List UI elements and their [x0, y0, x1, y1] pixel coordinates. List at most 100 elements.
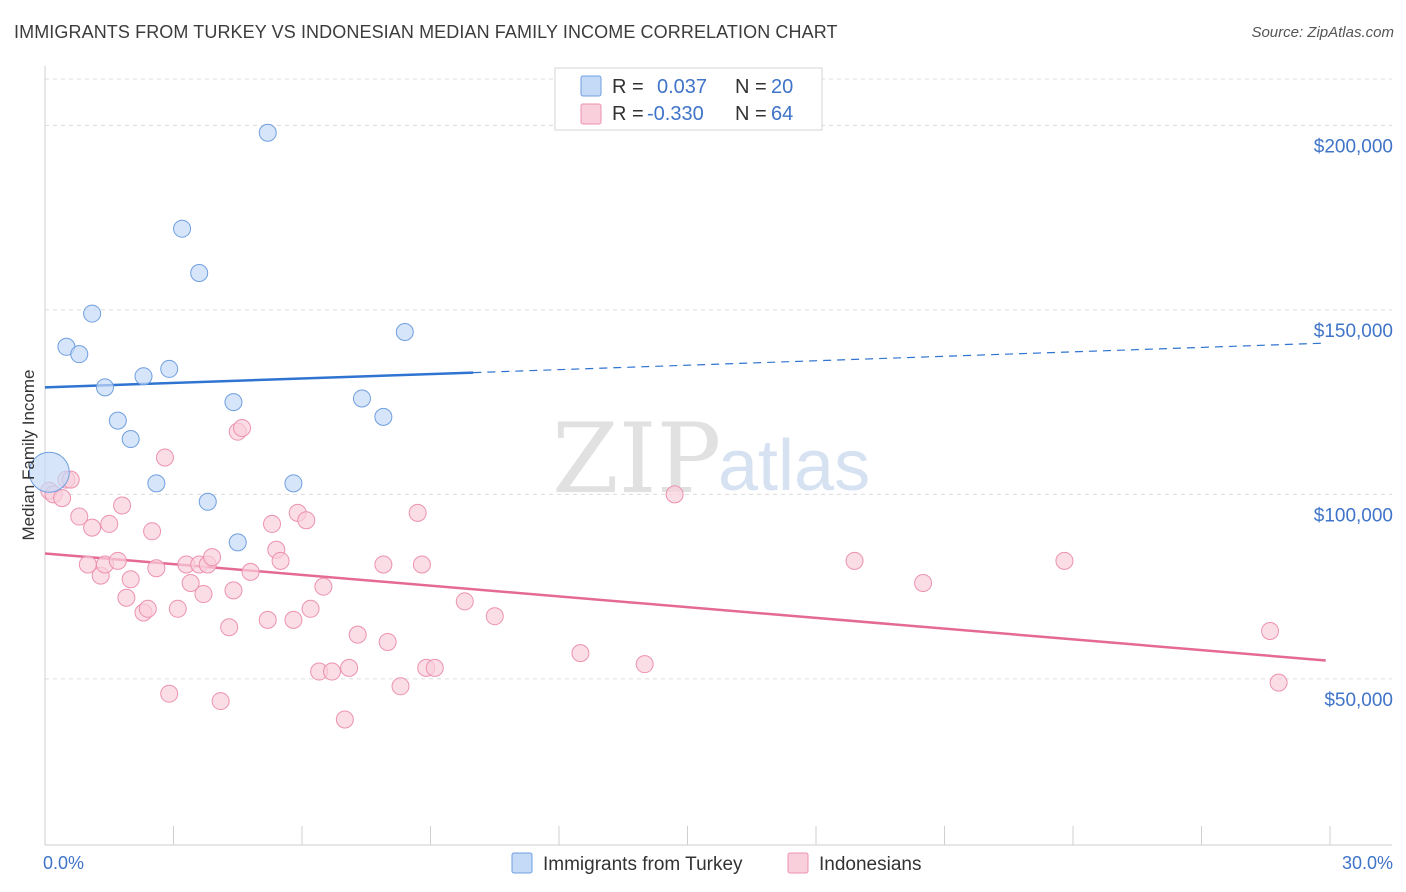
- legend-swatch-blue: [580, 75, 602, 97]
- legend-r-value-2: -0.330: [647, 103, 704, 125]
- data-point-indonesians: [108, 551, 127, 570]
- data-point-turkey: [28, 451, 70, 493]
- data-point-turkey: [121, 430, 140, 449]
- source-label: Source: ZipAtlas.com: [1251, 24, 1394, 41]
- data-point-indonesians: [263, 514, 282, 533]
- data-point-turkey: [147, 474, 166, 493]
- data-point-indonesians: [635, 655, 654, 674]
- data-point-indonesians: [271, 551, 290, 570]
- x-tick-label-min: 0.0%: [43, 853, 84, 873]
- legend-n-value-1: 20: [771, 76, 793, 98]
- legend-n-label-1: N =: [735, 76, 767, 98]
- data-point-turkey: [374, 407, 393, 426]
- data-point-indonesians: [348, 625, 367, 644]
- data-point-indonesians: [100, 514, 119, 533]
- data-point-turkey: [173, 219, 192, 238]
- data-point-indonesians: [455, 592, 474, 611]
- data-point-indonesians: [53, 489, 72, 508]
- data-point-turkey: [284, 474, 303, 493]
- data-point-indonesians: [297, 511, 316, 530]
- trendline-turkey-solid: [44, 371, 474, 389]
- data-point-turkey: [108, 411, 127, 430]
- data-point-indonesians: [211, 692, 230, 711]
- y-tick-label: $150,000: [1314, 321, 1393, 342]
- watermark: ZIP atlas: [552, 403, 870, 515]
- data-point-indonesians: [340, 658, 359, 677]
- data-point-turkey: [160, 359, 179, 378]
- data-point-turkey: [258, 123, 277, 142]
- data-point-turkey: [134, 367, 153, 386]
- data-point-indonesians: [314, 577, 333, 596]
- data-point-turkey: [395, 323, 414, 342]
- data-point-indonesians: [121, 570, 140, 589]
- data-point-turkey: [190, 263, 209, 282]
- y-tick-label: $200,000: [1314, 136, 1393, 157]
- data-point-indonesians: [241, 562, 260, 581]
- data-point-indonesians: [1261, 621, 1280, 640]
- y-tick-label: $50,000: [1324, 690, 1393, 711]
- data-point-turkey: [352, 389, 371, 408]
- data-point-turkey: [224, 393, 243, 412]
- bottom-legend-swatch-pink: [787, 852, 809, 874]
- data-point-indonesians: [168, 599, 187, 618]
- bottom-legend-label-indonesians: Indonesians: [819, 854, 921, 875]
- data-point-indonesians: [117, 588, 136, 607]
- bottom-legend-label-turkey: Immigrants from Turkey: [543, 854, 743, 875]
- watermark-atlas: atlas: [718, 426, 870, 506]
- data-point-indonesians: [258, 610, 277, 629]
- data-point-indonesians: [845, 551, 864, 570]
- legend-n-label-2: N =: [735, 103, 767, 125]
- data-point-indonesians: [301, 599, 320, 618]
- legend-r-label-1: R =: [612, 76, 644, 98]
- data-point-indonesians: [203, 548, 222, 567]
- data-point-indonesians: [378, 633, 397, 652]
- data-point-indonesians: [147, 559, 166, 578]
- data-point-indonesians: [412, 555, 431, 574]
- data-point-indonesians: [194, 585, 213, 604]
- data-point-indonesians: [485, 607, 504, 626]
- y-tick-labels: $200,000 $150,000 $100,000 $50,000: [1314, 136, 1393, 711]
- legend-n-value-2: 64: [771, 103, 793, 125]
- data-point-indonesians: [155, 448, 174, 467]
- data-point-indonesians: [322, 662, 341, 681]
- bottom-legend-swatch-blue: [511, 852, 533, 874]
- data-point-indonesians: [425, 658, 444, 677]
- data-point-indonesians: [113, 496, 132, 515]
- data-point-indonesians: [70, 507, 89, 526]
- trendline-turkey-dashed: [473, 342, 1326, 374]
- x-tick-labels: 0.0% 30.0%: [43, 853, 1393, 873]
- data-point-indonesians: [143, 522, 162, 541]
- legend-swatch-pink: [580, 103, 602, 125]
- data-point-indonesians: [1269, 673, 1288, 692]
- data-point-indonesians: [181, 573, 200, 592]
- data-point-indonesians: [665, 485, 684, 504]
- y-tick-label: $100,000: [1314, 505, 1393, 526]
- data-point-indonesians: [160, 684, 179, 703]
- grid-lines: [45, 78, 1392, 680]
- trendline-indonesians: [44, 552, 1326, 662]
- legend-r-value-1: 0.037: [657, 76, 707, 98]
- data-point-indonesians: [374, 555, 393, 574]
- data-point-indonesians: [914, 573, 933, 592]
- data-point-turkey: [95, 378, 114, 397]
- data-point-indonesians: [391, 677, 410, 696]
- data-point-indonesians: [284, 610, 303, 629]
- legend-r-label-2: R =: [612, 103, 644, 125]
- data-point-indonesians: [233, 418, 252, 437]
- data-point-turkey: [70, 345, 89, 364]
- y-axis-label: Median Family Income: [19, 369, 38, 540]
- data-point-indonesians: [224, 581, 243, 600]
- data-point-indonesians: [1055, 551, 1074, 570]
- data-point-indonesians: [138, 599, 157, 618]
- data-point-indonesians: [335, 710, 354, 729]
- data-point-indonesians: [408, 503, 427, 522]
- bottom-legend: Immigrants from Turkey Indonesians: [511, 852, 921, 875]
- data-point-turkey: [228, 533, 247, 552]
- watermark-zip: ZIP: [552, 403, 721, 515]
- data-point-indonesians: [83, 518, 102, 537]
- chart-title: IMMIGRANTS FROM TURKEY VS INDONESIAN MED…: [14, 22, 838, 42]
- legend-box: R = 0.037 N = 20 R = -0.330 N = 64: [554, 67, 823, 131]
- data-point-indonesians: [571, 644, 590, 663]
- data-point-turkey: [198, 492, 217, 511]
